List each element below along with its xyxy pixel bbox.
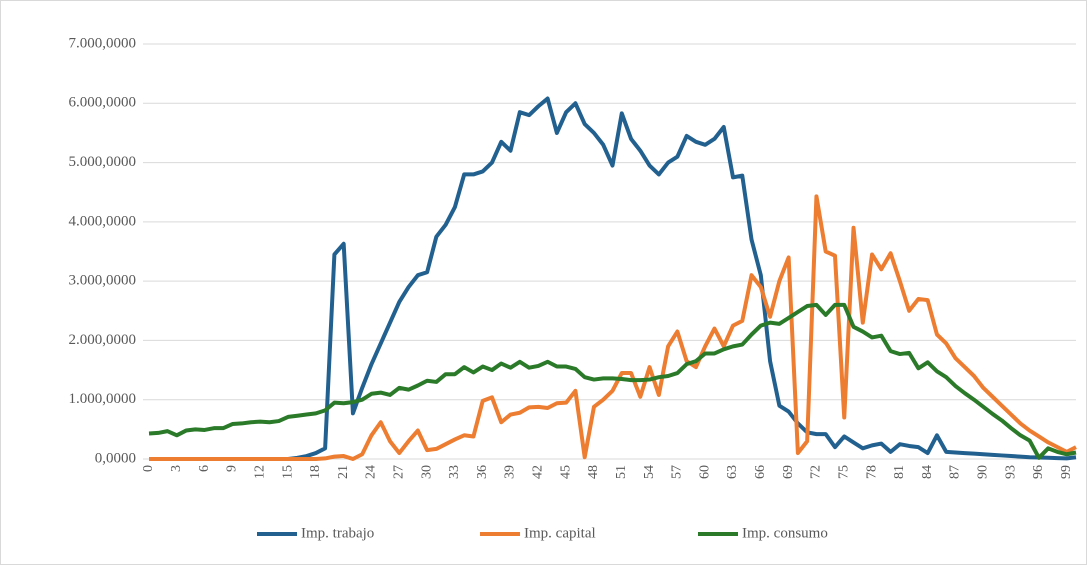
x-tick-label: 6: [197, 465, 212, 472]
x-tick-label: 78: [864, 465, 879, 479]
y-tick-label: 5.000,0000: [69, 154, 137, 170]
series-line: [148, 302, 1077, 460]
x-tick-label: 48: [586, 465, 601, 479]
series-line: [149, 194, 1077, 461]
legend-label: Imp. consumo: [742, 525, 828, 541]
x-tick-label: 75: [836, 465, 851, 479]
x-tick-label: 90: [976, 465, 991, 479]
x-tick-label: 39: [503, 465, 518, 479]
x-tick-label: 93: [1003, 465, 1018, 479]
y-tick-label: 2.000,0000: [69, 332, 137, 348]
x-tick-label: 84: [920, 465, 935, 479]
x-tick-label: 51: [614, 465, 629, 479]
x-tick-label: 36: [475, 465, 490, 479]
x-tick-label: 27: [392, 465, 407, 479]
x-tick-label: 57: [670, 465, 685, 479]
x-tick-label: 0: [141, 465, 156, 472]
x-tick-label: 72: [809, 465, 824, 479]
x-tick-label: 42: [531, 465, 546, 479]
x-tick-label: 24: [364, 465, 379, 479]
x-tick-label: 96: [1031, 465, 1046, 479]
x-tick-label: 87: [948, 465, 963, 479]
x-tick-label: 15: [280, 465, 295, 479]
x-tick-label: 30: [419, 465, 434, 479]
x-tick-label: 12: [252, 465, 267, 479]
x-tick-label: 33: [447, 465, 462, 479]
legend-label: Imp. trabajo: [301, 525, 374, 541]
legend-label: Imp. capital: [524, 525, 596, 541]
y-tick-label: 0,0000: [95, 450, 136, 466]
x-tick-label: 9: [225, 465, 240, 472]
y-tick-label: 7.000,0000: [69, 35, 137, 51]
series-line: [149, 96, 1077, 461]
x-tick-label: 21: [336, 465, 351, 479]
x-tick-label: 99: [1059, 465, 1074, 479]
x-tick-label: 69: [781, 465, 796, 479]
x-tick-label: 63: [725, 465, 740, 479]
x-tick-label: 54: [642, 465, 657, 479]
x-tick-label: 81: [892, 465, 907, 479]
y-tick-label: 4.000,0000: [69, 213, 137, 229]
y-tick-label: 3.000,0000: [69, 273, 137, 289]
x-tick-label: 60: [697, 465, 712, 479]
x-tick-label: 45: [558, 465, 573, 479]
y-tick-label: 1.000,0000: [69, 391, 137, 407]
x-tick-label: 18: [308, 465, 323, 479]
y-tick-label: 6.000,0000: [69, 95, 137, 111]
x-tick-label: 3: [169, 465, 184, 472]
x-tick-label: 66: [753, 465, 768, 479]
